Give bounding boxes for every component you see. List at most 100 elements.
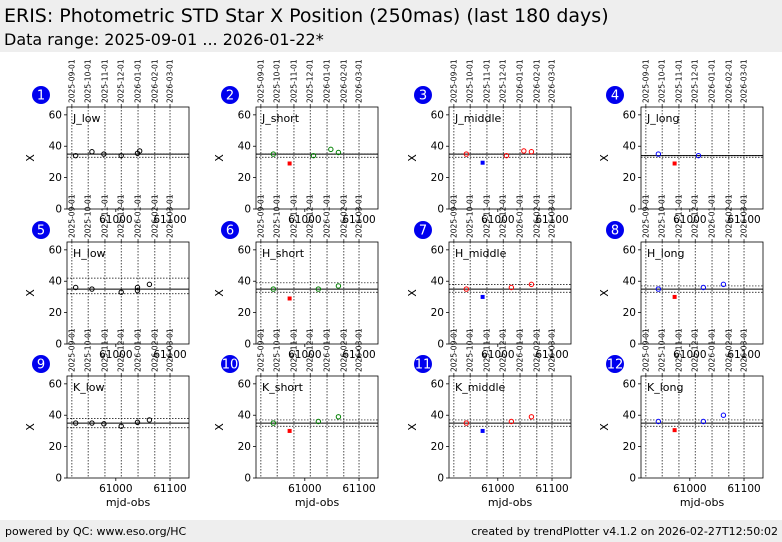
panel-number-badge — [221, 86, 239, 104]
panel-label: J_short — [261, 112, 300, 125]
date-tick-label: 2025-11-01 — [674, 194, 683, 238]
panel-5: 5 2025-09-01 2025-10-01 2025-11-01 2025-12-0… — [24, 194, 190, 361]
panel-label: J_long — [646, 112, 679, 125]
x-tick-label: 61100 — [153, 214, 186, 226]
panel-label: J_middle — [454, 112, 502, 125]
date-tick-label: 2026-01-01 — [134, 328, 143, 372]
y-axis-label: X — [406, 154, 419, 162]
y-tick-label: 60 — [623, 109, 636, 121]
date-tick-label: 2025-10-01 — [273, 328, 282, 372]
date-tick-label: 2025-12-01 — [117, 328, 126, 372]
date-tick-label: 2025-11-01 — [289, 194, 298, 238]
data-point — [528, 149, 535, 155]
data-point — [655, 418, 662, 425]
y-axis-label: X — [213, 423, 226, 431]
date-tick-label: 2025-12-01 — [306, 328, 315, 372]
footer-generator: created by trendPlotter v4.1.2 on 2026-0… — [471, 525, 778, 538]
data-point — [720, 412, 727, 418]
x-tick-label: 61000 — [288, 483, 321, 495]
y-tick-label: 20 — [623, 441, 636, 453]
x-tick-label: 61100 — [727, 214, 760, 226]
x-tick-label: 61000 — [99, 214, 132, 226]
date-tick-label: 2025-09-01 — [256, 59, 265, 103]
date-tick-label: 2026-03-01 — [166, 59, 175, 103]
y-tick-label: 60 — [431, 378, 444, 390]
y-axis-label: X — [406, 423, 419, 431]
page-title: ERIS: Photometric STD Star X Position (2… — [4, 5, 609, 27]
y-tick-label: 60 — [49, 378, 62, 390]
panel-number: 5 — [37, 224, 45, 239]
plot-frame — [640, 106, 764, 210]
panel-number-badge — [32, 355, 50, 373]
date-tick-label: 2025-12-01 — [499, 194, 508, 238]
date-tick-label: 2025-10-01 — [84, 194, 93, 238]
data-point — [72, 420, 79, 426]
data-point — [287, 161, 292, 166]
date-tick-label: 2026-02-01 — [339, 328, 348, 372]
y-tick-label: 40 — [238, 276, 251, 288]
date-tick-label: 2025-09-01 — [449, 328, 458, 372]
date-tick-label: 2025-09-01 — [641, 59, 650, 103]
date-tick-label: 2026-02-01 — [532, 328, 541, 372]
date-tick-label: 2025-10-01 — [466, 328, 475, 372]
date-tick-label: 2026-03-01 — [355, 194, 364, 238]
y-tick-label: 40 — [49, 141, 62, 153]
y-tick-label: 20 — [49, 307, 62, 319]
date-tick-label: 2026-03-01 — [355, 328, 364, 372]
date-tick-label: 2025-09-01 — [449, 59, 458, 103]
date-tick-label: 2026-01-01 — [134, 194, 143, 238]
panel-number: 1 — [37, 89, 45, 104]
x-axis-label: mjd-obs — [106, 496, 151, 509]
panel-number: 4 — [611, 89, 619, 104]
date-tick-label: 2025-10-01 — [273, 59, 282, 103]
x-tick-label: 61100 — [535, 214, 568, 226]
y-tick-label: 60 — [238, 244, 251, 256]
date-tick-label: 2026-03-01 — [355, 59, 364, 103]
y-tick-label: 20 — [431, 172, 444, 184]
y-tick-label: 40 — [431, 141, 444, 153]
x-tick-label: 61000 — [481, 214, 514, 226]
y-tick-label: 0 — [437, 473, 444, 485]
date-tick-label: 2025-12-01 — [691, 59, 700, 103]
panel-4: 4 2025-09-01 2025-10-01 2025-11-01 2025-12-0… — [598, 59, 764, 226]
data-point — [134, 419, 141, 425]
date-tick-label: 2025-12-01 — [691, 194, 700, 238]
data-point — [118, 423, 124, 429]
y-tick-label: 40 — [623, 141, 636, 153]
date-tick-label: 2025-10-01 — [658, 328, 667, 372]
y-axis-label: X — [598, 154, 611, 162]
y-tick-label: 40 — [238, 410, 251, 422]
y-tick-label: 40 — [238, 141, 251, 153]
data-point — [101, 151, 107, 157]
plot-frame — [66, 241, 190, 345]
date-tick-label: 2026-01-01 — [516, 328, 525, 372]
date-tick-label: 2025-09-01 — [67, 194, 76, 238]
date-tick-label: 2025-12-01 — [306, 59, 315, 103]
date-tick-label: 2025-11-01 — [289, 59, 298, 103]
data-point — [655, 151, 662, 157]
data-point — [335, 414, 342, 420]
y-axis-label: X — [24, 423, 37, 431]
y-tick-label: 0 — [55, 204, 62, 216]
data-point — [521, 148, 527, 154]
date-tick-label: 2026-03-01 — [740, 59, 749, 103]
panel-number-badge — [32, 86, 50, 104]
data-point — [136, 148, 143, 154]
plot-frame — [255, 375, 379, 479]
panel-1: 1 2025-09-01 2025-10-01 2025-11-01 2025-12-0… — [24, 59, 190, 226]
data-point — [328, 146, 334, 153]
y-tick-label: 0 — [244, 204, 251, 216]
x-tick-label: 61100 — [727, 349, 760, 361]
panel-9: 9 2025-09-01 2025-10-01 2025-11-01 2025-12-0… — [24, 328, 190, 509]
panel-3: 3 2025-09-01 2025-10-01 2025-11-01 2025-12-0… — [406, 59, 572, 226]
y-tick-label: 0 — [55, 339, 62, 351]
data-point — [503, 152, 510, 159]
date-tick-label: 2026-02-01 — [724, 194, 733, 238]
data-point — [118, 289, 124, 295]
panel-number-badge — [606, 221, 624, 239]
data-point — [463, 420, 470, 426]
date-tick-label: 2025-09-01 — [449, 194, 458, 238]
data-point — [480, 294, 485, 299]
y-tick-label: 0 — [629, 473, 636, 485]
y-tick-label: 60 — [623, 244, 636, 256]
